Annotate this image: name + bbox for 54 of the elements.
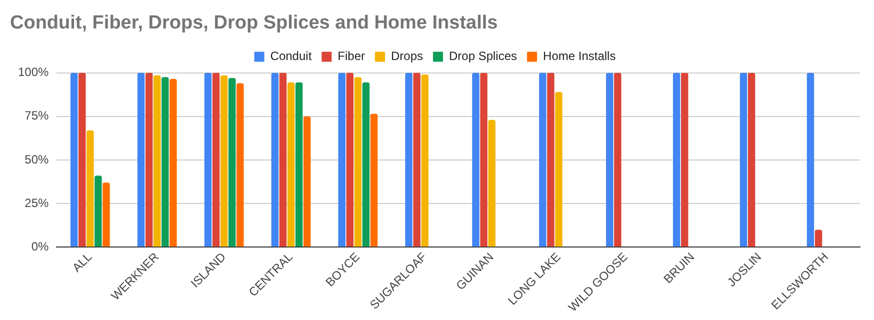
chart-title: Conduit, Fiber, Drops, Drop Splices and Home Installs (10, 12, 498, 34)
bar (354, 77, 362, 247)
bar (236, 83, 244, 247)
bar (220, 75, 228, 247)
bar (539, 72, 546, 247)
bar (338, 72, 346, 247)
bar (228, 78, 236, 247)
bar (614, 72, 622, 247)
legend-label: Drop Splices (448, 49, 518, 64)
bar (271, 72, 279, 247)
bar (413, 72, 420, 247)
bar (86, 130, 94, 247)
bar (204, 72, 212, 247)
bar (212, 72, 220, 247)
y-tick-label: 0% (31, 239, 50, 254)
x-tick-label: ALL (70, 250, 95, 275)
bar (421, 74, 428, 247)
bar (162, 77, 169, 247)
bar (480, 72, 488, 247)
y-tick-label: 75% (24, 108, 50, 123)
bar (472, 72, 480, 247)
bar (606, 72, 614, 247)
bar (346, 72, 354, 247)
bar (672, 72, 680, 247)
bar (806, 72, 814, 247)
y-tick-label: 100% (18, 65, 50, 80)
bar (102, 182, 110, 247)
bar (555, 92, 562, 247)
legend-label: Home Installs (543, 49, 616, 64)
y-tick-label: 50% (24, 152, 50, 166)
bar (362, 82, 370, 247)
bar (740, 72, 748, 247)
bar (680, 72, 688, 247)
legend-label: Fiber (338, 49, 365, 64)
bar (547, 72, 554, 247)
bar (814, 230, 822, 247)
bar (170, 78, 177, 247)
legend-label: Drops (390, 49, 423, 64)
bar (488, 120, 496, 247)
bar (287, 82, 295, 247)
bar (303, 116, 311, 247)
bar (78, 72, 86, 247)
bar (279, 72, 287, 247)
bar (295, 82, 303, 247)
bar (370, 114, 378, 247)
bar (405, 72, 412, 247)
bar (137, 72, 145, 247)
y-tick-label: 25% (24, 196, 50, 210)
bar (748, 72, 756, 247)
legend-label: Conduit (270, 49, 312, 64)
bar (94, 176, 102, 247)
bar (153, 75, 161, 247)
bar (145, 72, 153, 247)
bar (70, 72, 78, 247)
